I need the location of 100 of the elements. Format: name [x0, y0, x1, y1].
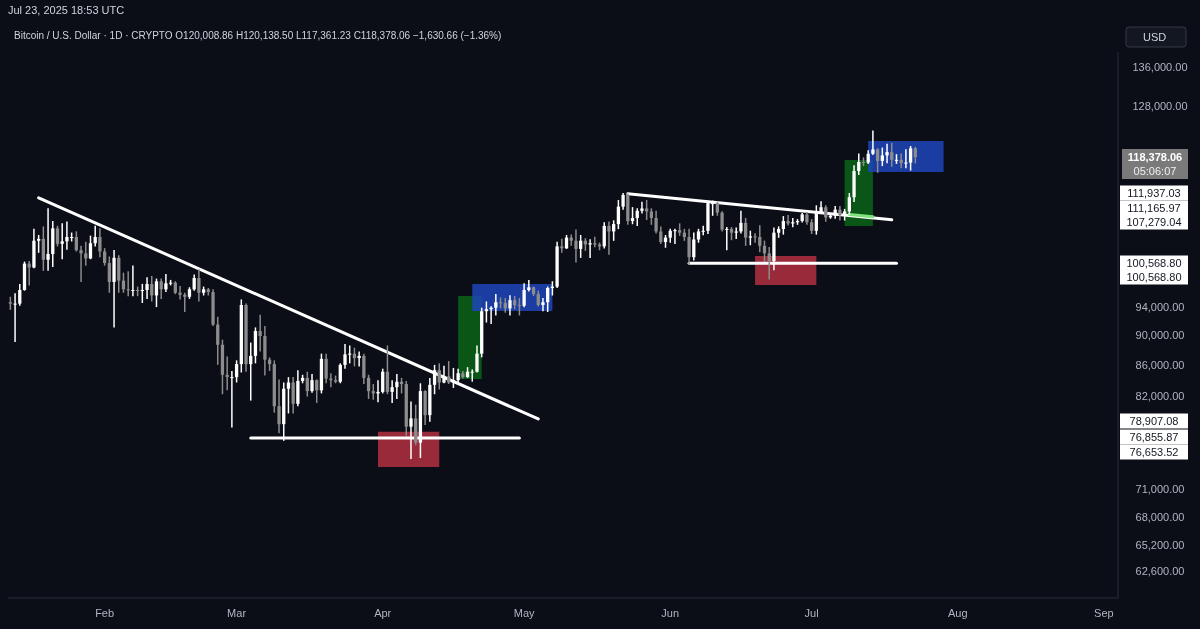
candlestick — [159, 278, 163, 299]
x-tick-label: Jul — [804, 607, 819, 619]
y-tick-label: 128,000.00 — [1132, 100, 1188, 113]
y-tick-label: 71,000.00 — [1135, 483, 1185, 496]
candlestick — [522, 283, 526, 308]
candlestick — [395, 374, 399, 399]
candlestick — [277, 379, 281, 434]
candlestick — [654, 210, 658, 234]
candlestick — [197, 269, 201, 302]
candlestick — [739, 210, 743, 234]
candlestick — [908, 145, 913, 171]
candlestick — [767, 246, 771, 280]
candlestick — [758, 225, 762, 253]
candlestick — [871, 130, 875, 156]
text: 100,568.80 — [1126, 270, 1182, 283]
chart-title: Bitcoin / U.S. Dollar · 1D · CRYPTO O120,008.86 H120,138.50 L117,361.23 C118,378.06 −1,630.66 (−1.36%) — [14, 30, 502, 41]
candlestick — [819, 201, 823, 214]
candlestick — [432, 364, 437, 395]
candlestick — [343, 344, 347, 369]
candlestick — [324, 353, 328, 384]
y-tick-label: 62,600.00 — [1135, 565, 1185, 578]
candlestick — [234, 360, 239, 383]
candlestick — [645, 200, 649, 220]
candlestick — [508, 295, 512, 316]
candlestick — [725, 227, 729, 251]
y-tick-label: 94,000.00 — [1135, 300, 1185, 313]
text: 118,378.06 — [1127, 150, 1183, 163]
candlestick — [442, 365, 446, 384]
y-tick-label: 90,000.00 — [1135, 329, 1185, 342]
chart-subtitle: Jul 23, 2025 18:53 UTC — [8, 4, 125, 16]
text: 05:06:07 — [1133, 164, 1177, 177]
text: 76,653.52 — [1129, 445, 1179, 458]
candlestick — [98, 228, 102, 258]
x-tick-label: Mar — [227, 607, 247, 619]
candlestick — [216, 316, 220, 365]
candlestick — [27, 260, 31, 286]
candlestick — [701, 225, 705, 236]
candlestick — [291, 377, 295, 414]
candlestick — [79, 245, 83, 283]
candlestick — [126, 271, 130, 297]
candlestick — [569, 234, 573, 246]
y-tick-label: 65,200.00 — [1135, 538, 1185, 551]
candlestick — [447, 361, 451, 385]
x-tick-label: Apr — [374, 607, 392, 619]
candlestick — [178, 285, 182, 300]
candlestick — [588, 239, 592, 258]
candlestick — [74, 231, 78, 252]
candlestick — [296, 370, 300, 407]
y-tick-label: 82,000.00 — [1135, 389, 1185, 402]
candlestick — [560, 238, 564, 253]
candlestick — [673, 228, 677, 244]
candlestick — [41, 226, 45, 271]
candlestick — [164, 273, 168, 293]
x-tick-label: May — [513, 607, 535, 619]
y-tick-label: 68,000.00 — [1135, 511, 1185, 524]
candlestick — [541, 298, 545, 312]
candlestick — [885, 143, 889, 164]
candlestick — [60, 223, 64, 260]
text: 100,568.80 — [1126, 256, 1182, 269]
x-tick-label: Aug — [947, 607, 968, 619]
candlestick — [65, 221, 69, 250]
candlestick — [838, 205, 842, 221]
candlestick — [286, 377, 291, 414]
x-tick-label: Jun — [661, 607, 680, 619]
candlestick — [527, 279, 531, 292]
candlestick — [720, 211, 724, 232]
candlestick — [18, 283, 22, 306]
candlestick — [786, 214, 790, 226]
candlestick — [494, 293, 498, 316]
candlestick — [574, 229, 578, 263]
candlestick — [734, 227, 738, 239]
candlestick — [362, 353, 366, 385]
y-axis-title: USD — [1143, 31, 1167, 43]
candlestick — [338, 363, 342, 384]
text: 76,855.87 — [1129, 430, 1179, 443]
candlestick — [385, 345, 390, 395]
candlestick — [904, 149, 908, 169]
candlestick — [13, 293, 17, 342]
candlestick — [315, 379, 319, 403]
candlestick — [55, 225, 60, 247]
candlestick — [357, 351, 361, 367]
candlestick — [131, 265, 135, 297]
candlestick — [890, 142, 894, 167]
candlestick — [607, 221, 611, 255]
candlestick — [381, 368, 385, 394]
candlestick — [687, 228, 691, 266]
candlestick — [230, 370, 234, 428]
candlestick — [743, 217, 748, 246]
text: 111,937.03 — [1127, 186, 1181, 199]
x-tick-label: Sep — [1094, 607, 1114, 619]
text: 78,907.08 — [1129, 414, 1179, 427]
candlestick — [46, 208, 50, 271]
candlestick — [263, 325, 267, 376]
candlestick — [390, 380, 394, 403]
candlestick — [117, 255, 121, 293]
candlestick — [145, 277, 149, 299]
candlestick — [475, 345, 479, 373]
candlestick — [692, 232, 696, 261]
x-tick-label: Feb — [95, 607, 115, 619]
candlestick — [107, 256, 111, 293]
